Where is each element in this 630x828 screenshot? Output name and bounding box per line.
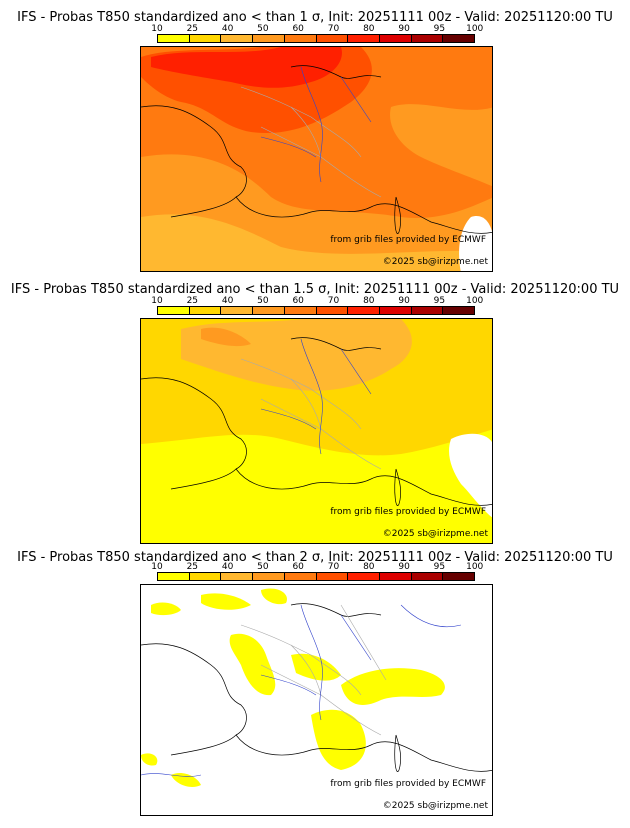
probability-map — [141, 585, 492, 815]
colorbar-segment — [220, 35, 253, 42]
colorbar-segment — [283, 573, 316, 580]
panel-title: IFS - Probas T850 standardized ano < tha… — [17, 10, 613, 25]
prob-field-10-25 — [141, 588, 445, 787]
colorbar-tick: 60 — [292, 296, 304, 306]
colorbar-ticks: 10 25 40 50 60 70 80 90 95 100 — [140, 296, 483, 306]
rivers — [260, 66, 372, 183]
colorbar-segment — [188, 307, 221, 314]
panel-2: IFS - Probas T850 standardized ano < tha… — [0, 272, 630, 544]
colorbar-segment — [220, 307, 253, 314]
colorbar-segment — [442, 573, 475, 580]
colorbar-segment — [442, 35, 475, 42]
colorbar-segment — [378, 573, 411, 580]
map-panel-1: from grib files provided by ECMWF ©2025 … — [140, 46, 493, 272]
colorbar-tick: 100 — [466, 296, 484, 306]
colorbar-tick: 40 — [221, 562, 234, 572]
colorbar-tick: 50 — [257, 562, 269, 572]
rivers — [260, 338, 372, 455]
colorbar-segment — [158, 307, 189, 314]
colorbar-tick: 90 — [398, 24, 410, 34]
prob-field-50-60 — [201, 327, 251, 347]
colorbar-tick: 100 — [466, 562, 484, 572]
colorbar-tick: 50 — [257, 24, 269, 34]
colorbar-segment — [347, 307, 379, 314]
colorbar-ticks: 10 25 40 50 60 70 80 90 95 100 — [140, 562, 483, 572]
prob-field-alps — [390, 104, 492, 187]
colorbar-tick: 90 — [398, 562, 410, 572]
map-panel-2: from grib files provided by ECMWF ©2025 … — [140, 318, 493, 544]
map-background — [141, 585, 492, 815]
colorbar-tick: 60 — [292, 562, 304, 572]
colorbar-tick: 10 — [151, 24, 163, 34]
prob-field-80-90 — [151, 47, 342, 88]
copyright-credit: ©2025 sb@irizpme.net — [382, 257, 488, 267]
colorbar-tick: 70 — [327, 296, 340, 306]
colorbar-tick: 95 — [433, 296, 446, 306]
panel-title: IFS - Probas T850 standardized ano < tha… — [10, 282, 620, 297]
colorbar-tick: 90 — [398, 296, 410, 306]
colorbar-segment — [188, 35, 221, 42]
colorbar-segment — [347, 573, 379, 580]
prob-field-empty — [459, 216, 492, 271]
colorbar-segment — [378, 35, 411, 42]
colorbar-segment — [410, 35, 443, 42]
colorbar-segment — [158, 35, 189, 42]
colorbar-tick: 100 — [466, 24, 484, 34]
colorbar-tick: 70 — [327, 24, 340, 34]
colorbar-tick: 25 — [186, 296, 199, 306]
admin-borders — [240, 604, 387, 736]
colorbar-tick: 40 — [221, 296, 234, 306]
colorbar-tick: 50 — [257, 296, 269, 306]
colorbar-segment — [158, 573, 189, 580]
colorbar-tick: 95 — [433, 24, 446, 34]
prob-field-empty — [449, 433, 492, 518]
probability-map — [141, 319, 492, 543]
colorbar-segment — [315, 35, 348, 42]
colorbar-tick: 60 — [292, 24, 304, 34]
colorbar — [157, 306, 475, 315]
colorbar-segment — [252, 573, 284, 580]
colorbar-segment — [347, 35, 379, 42]
colorbar-tick: 25 — [186, 24, 199, 34]
source-credit: from grib files provided by ECMWF — [330, 779, 486, 789]
colorbar-segment — [188, 573, 221, 580]
colorbar-tick: 80 — [363, 562, 375, 572]
colorbar-segment — [442, 307, 475, 314]
source-credit: from grib files provided by ECMWF — [330, 507, 486, 517]
colorbar-tick: 95 — [433, 562, 446, 572]
admin-borders — [240, 86, 382, 198]
colorbar-tick: 10 — [151, 562, 163, 572]
probability-map — [141, 47, 492, 271]
panel-1: IFS - Probas T850 standardized ano < tha… — [0, 0, 630, 272]
colorbar-segment — [315, 307, 348, 314]
colorbar-segment — [283, 307, 316, 314]
colorbar-segment — [283, 35, 316, 42]
colorbar-segment — [252, 35, 284, 42]
colorbar-tick: 10 — [151, 296, 163, 306]
panel-3: IFS - Probas T850 standardized ano < tha… — [0, 544, 630, 816]
colorbar-segment — [410, 573, 443, 580]
copyright-credit: ©2025 sb@irizpme.net — [382, 801, 488, 811]
colorbar-segment — [252, 307, 284, 314]
colorbar-segment — [315, 573, 348, 580]
colorbar-segment — [378, 307, 411, 314]
colorbar-tick: 80 — [363, 296, 375, 306]
colorbar-segment — [220, 573, 253, 580]
map-panel-3: from grib files provided by ECMWF ©2025 … — [140, 584, 493, 816]
source-credit: from grib files provided by ECMWF — [330, 235, 486, 245]
colorbar-tick: 25 — [186, 562, 199, 572]
colorbar — [157, 34, 475, 43]
colorbar-tick: 80 — [363, 24, 375, 34]
copyright-credit: ©2025 sb@irizpme.net — [382, 529, 488, 539]
panel-title: IFS - Probas T850 standardized ano < tha… — [17, 550, 613, 565]
colorbar-ticks: 10 25 40 50 60 70 80 90 95 100 — [140, 24, 483, 34]
rivers — [141, 604, 462, 777]
colorbar-tick: 40 — [221, 24, 234, 34]
colorbar-tick: 70 — [327, 562, 340, 572]
colorbar — [157, 572, 475, 581]
colorbar-segment — [410, 307, 443, 314]
prob-field-40-50 — [141, 214, 492, 271]
admin-borders — [240, 358, 382, 470]
